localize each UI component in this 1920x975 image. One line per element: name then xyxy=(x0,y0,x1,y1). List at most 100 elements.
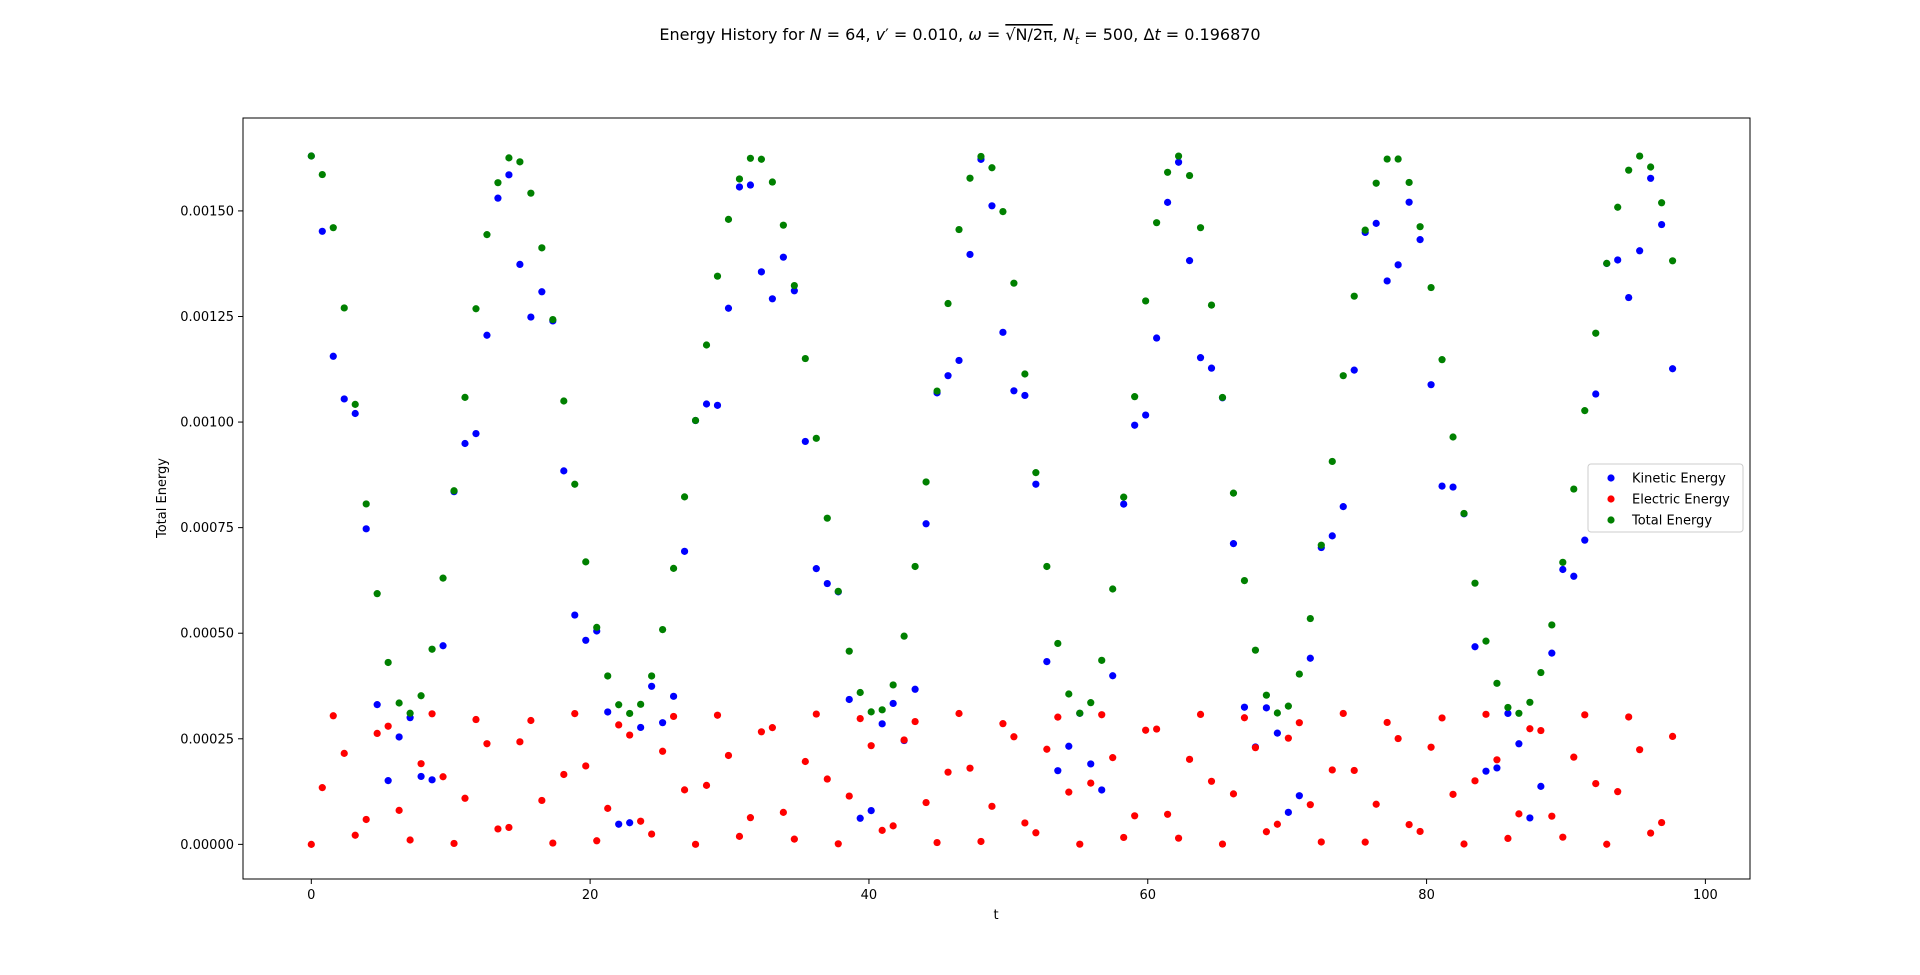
electric-energy-point xyxy=(1647,829,1655,837)
total-energy-point xyxy=(1306,614,1314,623)
total-energy-point xyxy=(1460,509,1468,518)
electric-energy-point xyxy=(362,815,370,824)
total-energy-point xyxy=(1438,356,1446,364)
total-energy-point xyxy=(1109,585,1117,593)
total-energy-point xyxy=(1295,670,1303,678)
electric-energy-point xyxy=(1262,828,1270,836)
kinetic-energy-point xyxy=(560,467,568,475)
kinetic-energy-point xyxy=(604,708,612,716)
electric-energy-point xyxy=(1251,744,1260,752)
kinetic-energy-point xyxy=(1131,421,1139,429)
kinetic-energy-point xyxy=(1405,198,1413,206)
electric-energy-point xyxy=(790,835,798,843)
electric-energy-point xyxy=(779,808,787,816)
electric-energy-point xyxy=(505,823,513,832)
kinetic-energy-point xyxy=(944,372,952,380)
electric-energy-point xyxy=(318,784,326,792)
electric-energy-point xyxy=(1328,766,1336,774)
total-energy-point xyxy=(1603,259,1611,267)
total-energy-point xyxy=(1416,223,1424,231)
total-energy-point xyxy=(1592,329,1600,337)
total-energy-point xyxy=(450,487,458,495)
chart-title: Energy History for N = 64, v′ = 0.010, ω… xyxy=(659,25,1260,47)
electric-energy-point xyxy=(713,711,722,719)
total-energy-point xyxy=(1240,577,1249,585)
y-tick-label: 0.00025 xyxy=(180,732,234,747)
kinetic-energy-point xyxy=(329,352,337,360)
electric-energy-point xyxy=(1043,745,1051,753)
total-energy-point xyxy=(395,699,403,707)
total-energy-point xyxy=(845,647,853,655)
electric-energy-point xyxy=(417,760,425,768)
total-energy-point xyxy=(1076,709,1084,717)
kinetic-energy-point xyxy=(988,202,996,210)
kinetic-energy-point xyxy=(1625,293,1633,302)
electric-energy-point xyxy=(1361,838,1369,846)
kinetic-energy-point xyxy=(669,692,678,700)
total-energy-point xyxy=(1196,224,1205,232)
kinetic-energy-point xyxy=(439,642,447,650)
kinetic-energy-point xyxy=(812,565,820,573)
electric-energy-point xyxy=(955,709,963,718)
kinetic-energy-point xyxy=(790,287,798,295)
kinetic-energy-point xyxy=(1647,174,1655,182)
electric-energy-point xyxy=(680,786,689,794)
total-energy-point xyxy=(988,164,996,172)
kinetic-energy-point xyxy=(1438,482,1446,490)
electric-energy-point xyxy=(1603,840,1611,848)
electric-energy-point xyxy=(735,832,744,840)
kinetic-energy-point xyxy=(702,400,711,408)
total-energy-point xyxy=(1317,541,1325,549)
total-energy-point xyxy=(1482,637,1490,645)
total-energy-point xyxy=(1658,199,1666,207)
kinetic-energy-point xyxy=(516,260,524,268)
kinetic-energy-point xyxy=(1493,764,1501,772)
electric-energy-point xyxy=(1559,833,1567,841)
total-energy-point xyxy=(1098,656,1106,664)
total-energy-point xyxy=(340,304,348,312)
x-tick-label: 100 xyxy=(1693,888,1718,903)
electric-energy-point xyxy=(571,710,579,718)
total-energy-point xyxy=(669,564,678,572)
x-tick-label: 80 xyxy=(1418,888,1435,903)
x-tick-label: 0 xyxy=(307,888,315,903)
kinetic-energy-point xyxy=(1065,742,1073,750)
electric-energy-point xyxy=(516,738,524,746)
electric-energy-point xyxy=(637,817,645,825)
kinetic-energy-point xyxy=(472,430,480,438)
electric-energy-point xyxy=(1592,779,1600,788)
total-energy-point xyxy=(626,709,634,718)
electric-energy-point xyxy=(1668,732,1677,741)
electric-energy-point xyxy=(1010,733,1018,741)
kinetic-energy-point xyxy=(428,776,436,784)
kinetic-energy-point xyxy=(680,547,689,555)
total-energy-point xyxy=(801,354,809,363)
electric-energy-point xyxy=(1164,810,1172,818)
x-axis: 0 20 40 60 80 100 xyxy=(307,879,1718,903)
electric-energy-point xyxy=(538,796,546,805)
kinetic-energy-point xyxy=(823,579,831,588)
kinetic-energy-point xyxy=(1394,261,1402,269)
kinetic-energy-point xyxy=(1284,808,1292,816)
total-energy-point xyxy=(1636,152,1644,160)
total-energy-point xyxy=(1207,301,1216,309)
kinetic-energy-point xyxy=(351,409,359,418)
total-energy-point xyxy=(999,208,1007,216)
total-energy-point xyxy=(823,514,831,522)
total-energy-point xyxy=(1350,292,1358,300)
electric-energy-point xyxy=(988,802,996,810)
total-energy-point xyxy=(889,681,897,689)
kinetic-energy-point xyxy=(1581,536,1589,544)
kinetic-energy-point xyxy=(779,253,787,261)
y-axis: 0.00000 0.00025 0.00050 0.00075 0.00100 0.001… xyxy=(180,204,243,853)
kinetic-energy-point xyxy=(1120,500,1128,508)
total-energy-point xyxy=(307,152,315,160)
data-points xyxy=(307,152,1677,848)
electric-energy-point xyxy=(1438,714,1446,722)
kinetic-energy-point xyxy=(1570,572,1578,580)
electric-energy-point xyxy=(1306,801,1314,809)
y-tick-label: 0.00125 xyxy=(180,310,234,325)
total-energy-point xyxy=(527,189,535,197)
kinetic-energy-point xyxy=(626,819,634,827)
kinetic-energy-point xyxy=(999,328,1007,336)
